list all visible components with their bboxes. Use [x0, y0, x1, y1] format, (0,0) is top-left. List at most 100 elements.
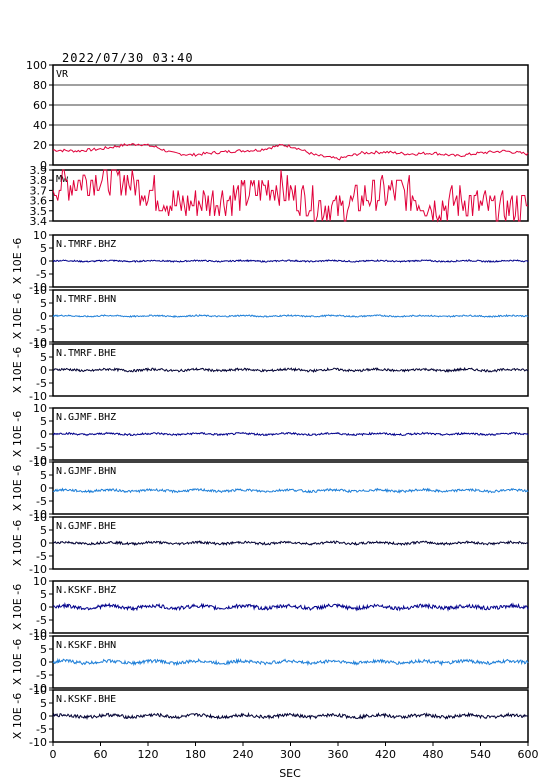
panel-name: N.TMRF.BHE	[56, 348, 116, 359]
y-unit-label: X 10E -6	[11, 238, 24, 284]
y-unit-label: X 10E -6	[11, 639, 24, 685]
y-tick-label: 0	[40, 601, 47, 614]
series-trace	[52, 314, 529, 318]
series-trace	[52, 259, 529, 264]
y-tick-label: 0	[40, 255, 47, 268]
y-tick-label: 0	[40, 482, 47, 495]
x-tick-label: 540	[470, 748, 491, 761]
y-tick-label: 5	[40, 297, 47, 310]
panel-mw: 3.43.53.63.73.83.9 Mw	[30, 164, 529, 228]
x-tick-label: 480	[423, 748, 444, 761]
y-tick-label: 10	[33, 402, 47, 415]
y-tick-label: 5	[40, 469, 47, 482]
y-tick-label: 5	[40, 415, 47, 428]
y-tick-label: 100	[26, 59, 47, 72]
x-tick-label: 120	[138, 748, 159, 761]
series-trace	[52, 657, 529, 667]
y-tick-label: 10	[33, 338, 47, 351]
y-tick-label: -5	[36, 377, 47, 390]
y-tick-label: -5	[36, 441, 47, 454]
y-tick-label: 3.4	[30, 215, 48, 228]
y-tick-label: 5	[40, 697, 47, 710]
x-tick-label: 420	[375, 748, 396, 761]
y-unit-label: X 10E -6	[11, 465, 24, 511]
y-tick-label: 0	[40, 364, 47, 377]
y-tick-label: 0	[40, 710, 47, 723]
y-tick-label: 10	[33, 511, 47, 524]
y-tick-label: 3.6	[30, 195, 48, 208]
series-trace	[52, 711, 529, 721]
y-tick-label: 0	[40, 656, 47, 669]
y-tick-label: 20	[33, 139, 47, 152]
panel-name: N.KSKF.BHZ	[56, 585, 116, 596]
y-tick-label: 5	[40, 588, 47, 601]
y-tick-label: 0	[40, 310, 47, 323]
y-tick-label: -5	[36, 323, 47, 336]
y-tick-label: 5	[40, 351, 47, 364]
y-tick-label: -10	[29, 682, 47, 695]
y-tick-label: 40	[33, 119, 47, 132]
y-tick-label: 10	[33, 229, 47, 242]
x-axis: 0 60 120 180 240 300 360 420 480 540 600	[50, 742, 539, 761]
x-tick-label: 180	[185, 748, 206, 761]
panel-name: N.GJMF.BHE	[56, 521, 116, 532]
y-tick-label: -10	[29, 563, 47, 576]
y-tick-label: -10	[29, 627, 47, 640]
panel-frame	[52, 461, 529, 515]
y-tick-label: -10	[29, 736, 47, 749]
header-timestamp: 2022/07/30 03:40	[62, 51, 194, 65]
panel-frame	[52, 169, 529, 222]
panel-vr: 0 20 40 60 80 100 VR	[26, 59, 529, 172]
series-trace	[52, 366, 529, 374]
y-tick-label: -10	[29, 336, 47, 349]
y-tick-label: -5	[36, 268, 47, 281]
y-tick-label: 10	[33, 575, 47, 588]
y-tick-label: -10	[29, 281, 47, 294]
y-tick-label: -5	[36, 669, 47, 682]
series-trace	[52, 431, 529, 437]
series-trace	[52, 143, 529, 161]
y-tick-label: -5	[36, 723, 47, 736]
y-tick-label: 3.7	[30, 184, 48, 197]
y-tick-label: -10	[29, 508, 47, 521]
y-tick-label: 0	[40, 159, 47, 172]
y-tick-label: 10	[33, 456, 47, 469]
series-trace	[52, 487, 529, 494]
x-axis-label: SEC	[279, 767, 301, 780]
y-tick-label: -10	[29, 454, 47, 467]
x-tick-label: 360	[328, 748, 349, 761]
x-tick-label: 0	[50, 748, 57, 761]
x-tick-label: 600	[518, 748, 539, 761]
panel-name: N.KSKF.BHE	[56, 694, 116, 705]
y-tick-label: 5	[40, 643, 47, 656]
y-unit-label: X 10E -6	[11, 584, 24, 630]
y-unit-label: X 10E -6	[11, 520, 24, 566]
y-tick-label: 3.5	[30, 205, 48, 218]
panel-name: N.GJMF.BHZ	[56, 412, 116, 423]
y-tick-label: -5	[36, 614, 47, 627]
panel-name: N.KSKF.BHN	[56, 640, 116, 651]
panel-frame	[52, 516, 529, 570]
y-tick-label: 5	[40, 524, 47, 537]
y-tick-label: 10	[33, 684, 47, 697]
y-tick-label: 3.8	[30, 174, 48, 187]
panel-name: N.TMRF.BHZ	[56, 239, 116, 250]
y-tick-label: 5	[40, 242, 47, 255]
y-unit-label: X 10E -6	[11, 293, 24, 339]
x-tick-label: 300	[280, 748, 301, 761]
x-tick-label: 240	[233, 748, 254, 761]
y-tick-label: -5	[36, 550, 47, 563]
y-unit-label: X 10E -6	[11, 347, 24, 393]
panel-name: N.GJMF.BHN	[56, 466, 116, 477]
y-unit-label: X 10E -6	[11, 411, 24, 457]
y-tick-label: 10	[33, 284, 47, 297]
y-unit-label: X 10E -6	[11, 693, 24, 739]
